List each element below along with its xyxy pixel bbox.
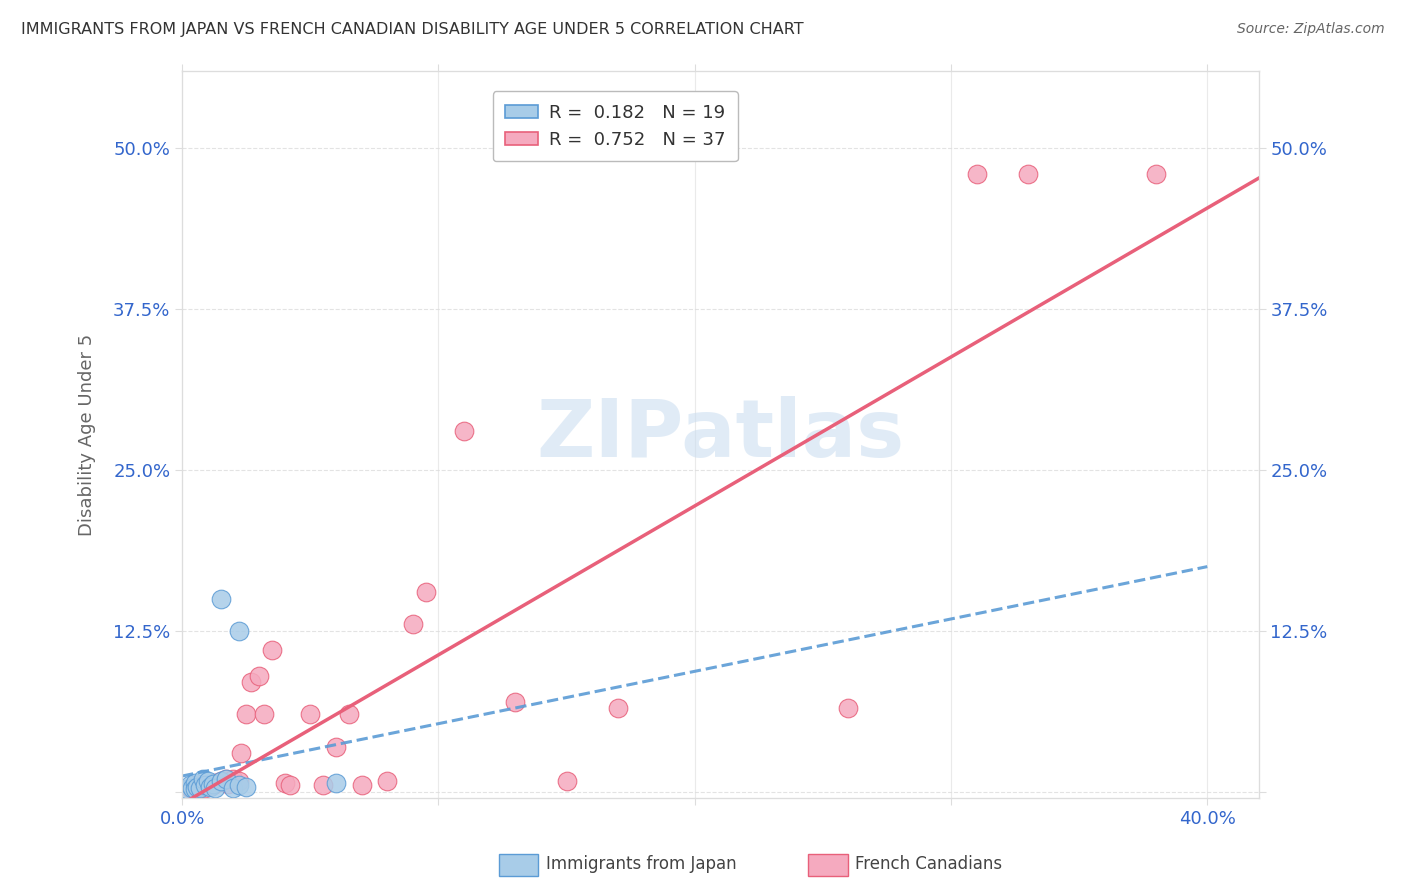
- Point: [209, 591, 232, 606]
- Point: [204, 780, 226, 795]
- Point: [201, 777, 224, 791]
- Point: [299, 707, 322, 722]
- Point: [201, 778, 224, 792]
- Text: Source: ZipAtlas.com: Source: ZipAtlas.com: [1237, 22, 1385, 37]
- Point: [217, 777, 239, 791]
- Point: [204, 775, 226, 789]
- Point: [184, 782, 207, 797]
- Point: [1017, 167, 1039, 181]
- Point: [194, 778, 217, 792]
- Point: [247, 669, 270, 683]
- Point: [209, 774, 232, 789]
- Y-axis label: Disability Age Under 5: Disability Age Under 5: [79, 334, 96, 536]
- Point: [837, 701, 859, 715]
- Text: ZIPatlas: ZIPatlas: [536, 395, 904, 474]
- Point: [1144, 167, 1167, 181]
- Point: [337, 707, 360, 722]
- Point: [181, 780, 204, 795]
- Point: [222, 780, 245, 795]
- Point: [235, 707, 257, 722]
- Text: French Canadians: French Canadians: [855, 855, 1002, 873]
- Point: [186, 780, 208, 795]
- Point: [194, 780, 217, 795]
- Point: [240, 675, 263, 690]
- Legend: R =  0.182   N = 19, R =  0.752   N = 37: R = 0.182 N = 19, R = 0.752 N = 37: [492, 91, 738, 161]
- Point: [184, 775, 207, 789]
- Point: [555, 774, 578, 789]
- Point: [402, 617, 425, 632]
- Point: [415, 585, 437, 599]
- Point: [215, 772, 238, 786]
- Point: [325, 739, 347, 754]
- Point: [253, 707, 276, 722]
- Point: [228, 778, 250, 792]
- Point: [260, 643, 283, 657]
- Point: [200, 780, 222, 794]
- Point: [188, 780, 211, 795]
- Point: [197, 774, 219, 789]
- Point: [197, 778, 219, 792]
- Point: [215, 772, 238, 786]
- Point: [325, 775, 347, 789]
- Point: [228, 624, 250, 638]
- Point: [278, 778, 301, 792]
- Point: [209, 774, 232, 789]
- Point: [375, 774, 398, 789]
- Point: [312, 778, 335, 792]
- Point: [228, 774, 250, 789]
- Point: [453, 425, 475, 439]
- Point: [273, 775, 295, 789]
- Point: [191, 778, 214, 792]
- Point: [966, 167, 988, 181]
- Point: [191, 772, 214, 786]
- Point: [229, 746, 252, 760]
- Point: [222, 772, 245, 786]
- Point: [235, 780, 257, 794]
- Point: [184, 778, 207, 792]
- Point: [186, 780, 208, 794]
- Point: [350, 778, 373, 792]
- Point: [606, 701, 628, 715]
- Point: [503, 695, 526, 709]
- Point: [179, 778, 201, 792]
- Point: [179, 780, 201, 795]
- Point: [176, 782, 198, 797]
- Text: Immigrants from Japan: Immigrants from Japan: [546, 855, 737, 873]
- Text: IMMIGRANTS FROM JAPAN VS FRENCH CANADIAN DISABILITY AGE UNDER 5 CORRELATION CHAR: IMMIGRANTS FROM JAPAN VS FRENCH CANADIAN…: [21, 22, 804, 37]
